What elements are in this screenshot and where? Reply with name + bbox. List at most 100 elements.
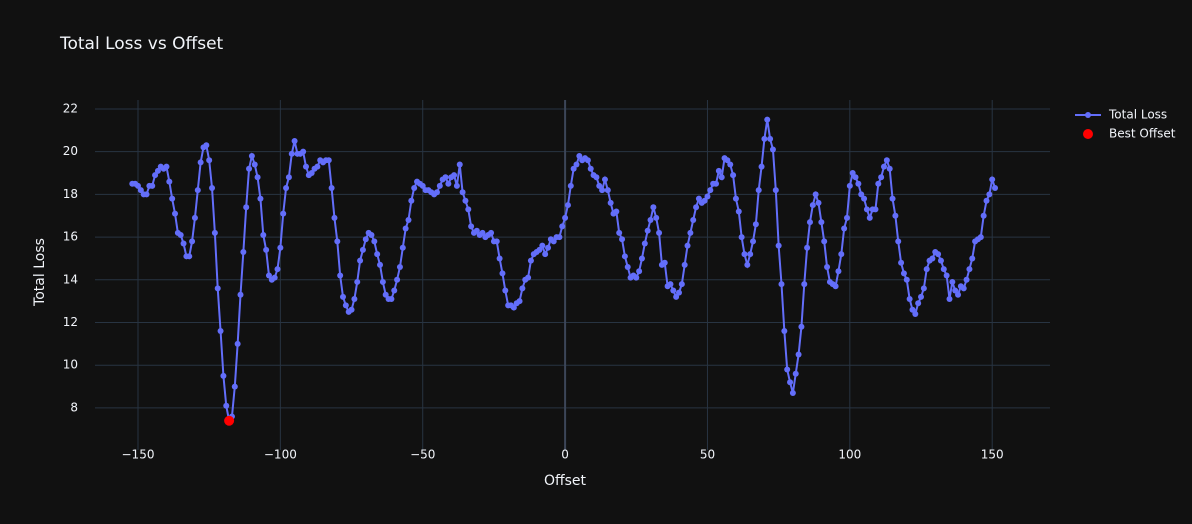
marker [641, 240, 648, 247]
marker [624, 263, 631, 270]
marker [986, 191, 993, 198]
marker [234, 340, 241, 347]
marker [977, 234, 984, 241]
marker [180, 240, 187, 247]
x-tick-label: −100 [264, 448, 297, 462]
marker [613, 208, 620, 215]
marker [488, 229, 495, 236]
marker [436, 182, 443, 189]
marker [687, 229, 694, 236]
marker [886, 165, 893, 172]
marker [186, 253, 193, 260]
marker [806, 219, 813, 226]
series [224, 415, 235, 426]
marker [667, 281, 674, 288]
legend-label: Total Loss [1108, 108, 1167, 122]
marker [203, 142, 210, 149]
marker [738, 234, 745, 241]
legend-item: Best Offset [1083, 127, 1176, 141]
legend-label: Best Offset [1109, 127, 1176, 141]
marker [866, 214, 873, 221]
marker [354, 278, 361, 285]
marker [451, 172, 458, 179]
marker [835, 268, 842, 275]
marker [636, 268, 643, 275]
marker [382, 291, 389, 298]
marker [285, 174, 292, 181]
marker [163, 163, 170, 170]
marker [832, 283, 839, 290]
marker [789, 389, 796, 396]
marker [510, 304, 517, 311]
marker [379, 278, 386, 285]
marker [359, 246, 366, 253]
marker [214, 285, 221, 292]
marker [880, 163, 887, 170]
marker [601, 176, 608, 183]
marker [989, 176, 996, 183]
marker [564, 202, 571, 209]
marker [861, 195, 868, 202]
marker [661, 259, 668, 266]
marker [858, 191, 865, 198]
marker [912, 310, 919, 317]
marker [576, 152, 583, 159]
marker [878, 174, 885, 181]
marker [898, 259, 905, 266]
marker [809, 202, 816, 209]
marker [570, 165, 577, 172]
marker [314, 163, 321, 170]
marker [952, 287, 959, 294]
marker [767, 135, 774, 142]
marker [149, 182, 156, 189]
marker [453, 182, 460, 189]
marker [357, 257, 364, 264]
marker [724, 157, 731, 164]
marker [678, 281, 685, 288]
marker [283, 184, 290, 191]
marker [727, 161, 734, 168]
marker [804, 244, 811, 251]
marker [943, 272, 950, 279]
marker [550, 238, 557, 245]
marker [493, 238, 500, 245]
marker [479, 229, 486, 236]
marker [340, 293, 347, 300]
marker [465, 206, 472, 213]
marker [875, 180, 882, 187]
marker [621, 253, 628, 260]
marker [473, 227, 480, 234]
marker [405, 217, 412, 224]
marker [681, 261, 688, 268]
marker [778, 281, 785, 288]
marker [969, 255, 976, 262]
marker [291, 138, 298, 145]
marker [781, 328, 788, 335]
marker [362, 236, 369, 243]
marker [633, 274, 640, 281]
marker [433, 189, 440, 196]
x-tick-label: 100 [838, 448, 861, 462]
marker [670, 287, 677, 294]
marker [545, 244, 552, 251]
marker [462, 197, 469, 204]
marker [243, 204, 250, 211]
y-tick-label: 16 [63, 230, 78, 244]
marker [519, 285, 526, 292]
y-tick-label: 22 [63, 101, 78, 115]
marker [701, 197, 708, 204]
x-tick-label: 50 [700, 448, 715, 462]
marker [277, 244, 284, 251]
marker [638, 255, 645, 262]
marker [960, 285, 967, 292]
marker [419, 182, 426, 189]
marker [772, 187, 779, 194]
marker [758, 163, 765, 170]
marker [189, 238, 196, 245]
marker [442, 174, 449, 181]
marker [955, 291, 962, 298]
marker [792, 370, 799, 377]
chart-title: Total Loss vs Offset [59, 34, 224, 54]
